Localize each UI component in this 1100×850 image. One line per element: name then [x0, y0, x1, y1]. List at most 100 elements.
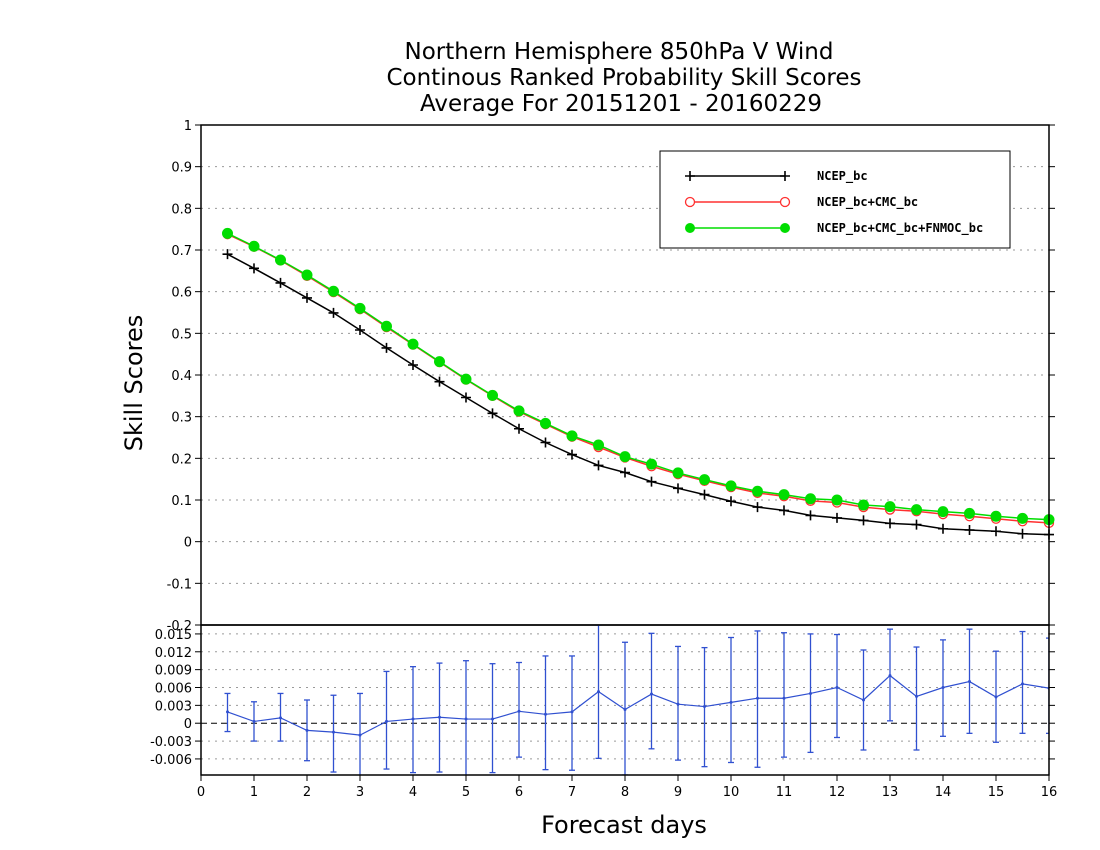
- series-point-0: [858, 515, 869, 526]
- difference-point: [623, 708, 627, 712]
- bottom-y-tick-label: 0: [184, 717, 192, 732]
- series-point-0: [620, 467, 630, 478]
- series-point-0: [805, 510, 816, 521]
- series-point-0: [540, 437, 551, 448]
- series-point-2: [407, 338, 419, 350]
- series-point-0: [673, 483, 683, 494]
- top-y-tick-label: 0.2: [171, 452, 192, 467]
- difference-point: [438, 715, 441, 719]
- series-point-2: [434, 356, 445, 368]
- difference-line: [227, 674, 1049, 736]
- top-y-tick-label: 0.1: [171, 494, 192, 509]
- series-point-0: [911, 519, 922, 530]
- bottom-x-tick-label: 12: [829, 785, 846, 800]
- bottom-x-tick-label: 13: [882, 785, 899, 800]
- series-point-0: [434, 376, 445, 387]
- top-y-tick-label: -0.1: [167, 577, 192, 592]
- series-point-0: [328, 307, 339, 318]
- series-point-2: [1017, 512, 1028, 524]
- legend-items: NCEP_bc NCEP_bc+CMC_bc NCEP_bc+CMC_bc+FNMO…: [684, 169, 983, 236]
- top-panel: -0.2 -0.1 0 0.1 0.2 0.3 0.4 0.5 0.6 0.7 0.8 0.9 1 Sk…: [120, 119, 1055, 634]
- top-panel-y-axis: -0.2 -0.1 0 0.1 0.2 0.3 0.4 0.5 0.6 0.7 0.8 0.9 1: [167, 119, 1055, 634]
- chart-title-line-2: Continous Ranked Probability Skill Score…: [386, 65, 861, 91]
- series-point-2: [487, 389, 498, 401]
- difference-point: [226, 710, 229, 714]
- legend-box: [659, 150, 1011, 249]
- series-point-0: [832, 512, 842, 523]
- top-y-tick-label: 0.5: [171, 327, 192, 342]
- series-point-2: [990, 510, 1002, 522]
- difference-point: [385, 719, 388, 723]
- series-point-2: [566, 430, 578, 442]
- difference-point: [517, 709, 521, 713]
- top-y-tick-label: 0.7: [171, 244, 192, 259]
- bottom-x-tick-label: 5: [462, 785, 470, 800]
- x-axis-title: Forecast days: [541, 811, 707, 839]
- series-point-2: [354, 302, 366, 314]
- series-line-0: [227, 253, 1050, 536]
- series-point-0: [593, 460, 604, 471]
- difference-point: [676, 702, 680, 706]
- legend-label-2: NCEP_bc+CMC_bc+FNMOC_bc: [817, 221, 983, 236]
- bottom-x-tick-label: 16: [1041, 785, 1058, 800]
- chart-title-line-1: Northern Hemisphere 850hPa V Wind: [405, 39, 834, 65]
- series-point-2: [328, 285, 339, 297]
- series-point-0: [752, 502, 763, 513]
- series-point-0: [779, 505, 789, 516]
- top-y-tick-label: 0.3: [171, 411, 192, 426]
- series-point-0: [302, 292, 312, 303]
- bottom-x-tick-label: 7: [568, 785, 576, 800]
- top-y-tick-label: 0.9: [171, 161, 192, 176]
- series-point-0: [222, 249, 233, 260]
- difference-point: [782, 696, 786, 700]
- series-point-2: [275, 254, 286, 266]
- series-point-0: [355, 325, 365, 335]
- difference-point: [332, 730, 335, 734]
- bottom-panel-series: [224, 625, 1049, 775]
- difference-point: [597, 690, 600, 694]
- difference-point: [968, 680, 971, 684]
- difference-point: [358, 733, 362, 737]
- top-panel-series: [222, 227, 1055, 540]
- legend-marker-0: [780, 171, 790, 181]
- series-point-2: [672, 467, 684, 479]
- difference-point: [411, 717, 415, 721]
- bottom-x-tick-label: 14: [935, 785, 952, 800]
- difference-point: [1021, 682, 1024, 686]
- legend-marker-2: [685, 223, 695, 233]
- bottom-y-tick-label: -0.003: [150, 735, 192, 750]
- difference-point: [756, 696, 759, 700]
- difference-point: [544, 712, 547, 716]
- series-point-0: [249, 263, 259, 274]
- bottom-x-tick-label: 1: [250, 785, 258, 800]
- bottom-x-tick-label: 0: [197, 785, 205, 800]
- top-y-tick-label: 0.6: [171, 286, 192, 301]
- difference-point: [491, 717, 494, 721]
- difference-point: [279, 716, 282, 720]
- series-point-2: [460, 373, 472, 385]
- series-point-0: [964, 525, 975, 535]
- series-point-0: [938, 523, 948, 534]
- difference-point: [650, 692, 653, 696]
- difference-point: [809, 691, 812, 695]
- series-point-2: [805, 493, 816, 505]
- series-point-2: [831, 494, 843, 506]
- difference-point: [994, 695, 998, 699]
- difference-point: [888, 674, 892, 678]
- difference-point: [915, 694, 918, 698]
- top-y-tick-label: 0: [184, 536, 192, 551]
- top-y-tick-label: 1: [184, 119, 192, 134]
- series-point-0: [487, 408, 498, 419]
- series-point-0: [275, 277, 286, 288]
- series-point-2: [646, 458, 657, 470]
- bottom-panel-frame: [200, 624, 1050, 776]
- series-point-2: [593, 439, 604, 451]
- bottom-x-tick-label: 15: [988, 785, 1005, 800]
- bottom-y-tick-label: 0.009: [155, 664, 192, 679]
- bottom-panel-y-axis: -0.006 -0.003 0 0.003 0.006 0.009 0.012 0.015: [150, 628, 1055, 768]
- series-point-2: [752, 485, 763, 497]
- series-point-2: [301, 269, 313, 281]
- legend: NCEP_bc NCEP_bc+CMC_bc NCEP_bc+CMC_bc+FNMO…: [659, 150, 1011, 249]
- bottom-y-tick-label: 0.006: [155, 682, 192, 697]
